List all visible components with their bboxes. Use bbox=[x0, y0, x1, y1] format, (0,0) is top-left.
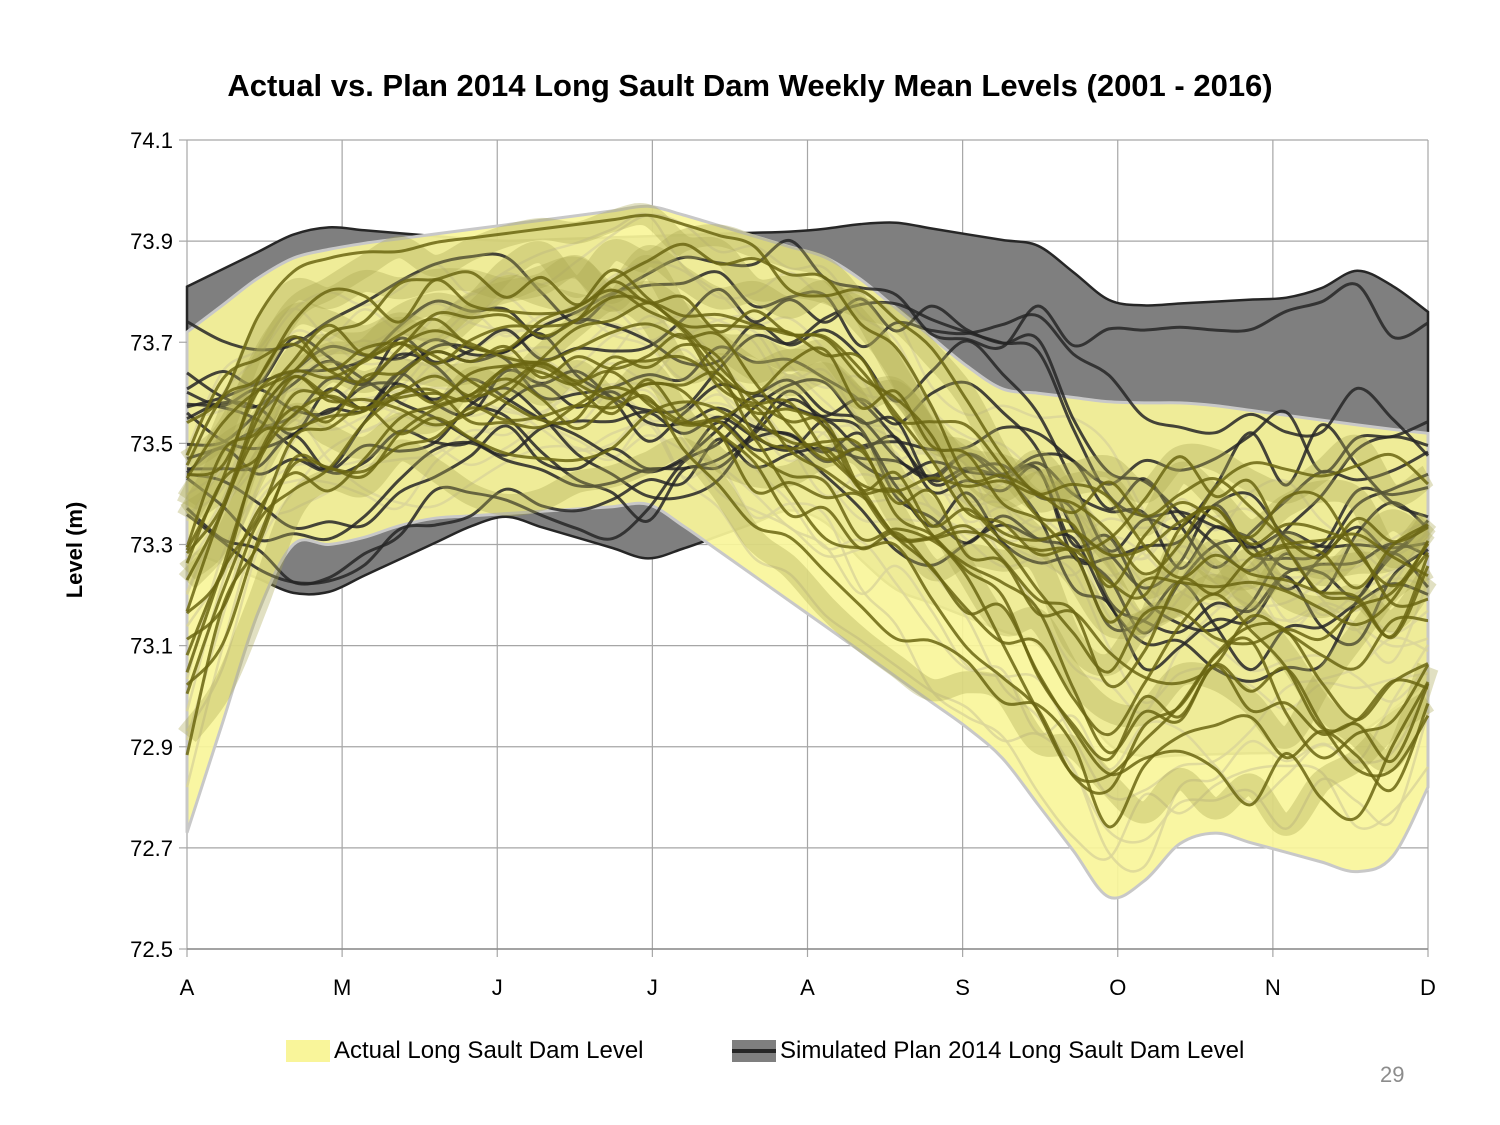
plan-trace bbox=[185, 378, 1429, 647]
plan-trace bbox=[186, 359, 1429, 566]
legend-label-actual: Actual Long Sault Dam Level bbox=[334, 1037, 644, 1064]
actual-series-line bbox=[185, 362, 1430, 821]
y-axis-title: Level (m) bbox=[62, 502, 87, 599]
x-tick-label: N bbox=[1265, 975, 1281, 1000]
y-tick-label: 72.7 bbox=[130, 836, 173, 861]
y-tick-label: 73.5 bbox=[130, 431, 173, 456]
overlap-band bbox=[177, 224, 1435, 509]
overlap-band bbox=[178, 437, 1435, 836]
y-tick-label: 73.1 bbox=[130, 634, 173, 659]
x-tick-label: D bbox=[1420, 975, 1436, 1000]
actual-series-line bbox=[185, 335, 1430, 627]
legend-item-actual: Actual Long Sault Dam Level bbox=[286, 1034, 644, 1068]
axis-layer: 72.5 72.7 72.9 73.1 73.3 73.5 73.7 73.9 74.1 A M J J… bbox=[130, 128, 1436, 1000]
actual-series-line bbox=[185, 370, 1430, 778]
plan-trace bbox=[186, 377, 1429, 590]
actual-series-line bbox=[185, 400, 1430, 795]
actual-series-line bbox=[185, 332, 1429, 689]
actual-trace bbox=[185, 384, 1430, 844]
overlap-band bbox=[180, 202, 1437, 568]
y-tick-label: 73.3 bbox=[130, 533, 173, 558]
y-tick-label: 73.9 bbox=[130, 229, 173, 254]
overlap-band bbox=[177, 245, 1437, 633]
y-tick-label: 73.7 bbox=[130, 330, 173, 355]
x-tick-label: J bbox=[647, 975, 658, 1000]
overlap-band bbox=[180, 274, 1437, 640]
legend-swatch-plan bbox=[732, 1038, 776, 1064]
actual-series-line bbox=[185, 394, 1430, 829]
plan-trace bbox=[186, 299, 1429, 553]
actual-series-line bbox=[185, 301, 1429, 608]
actual-series-line bbox=[186, 213, 1429, 576]
plan-trace bbox=[186, 270, 1430, 457]
actual-series-line bbox=[185, 294, 1430, 639]
plan-trace bbox=[186, 238, 1429, 352]
actual-series-line bbox=[186, 361, 1429, 783]
x-tick-label: O bbox=[1109, 975, 1126, 1000]
legend-item-plan: Simulated Plan 2014 Long Sault Dam Level bbox=[732, 1034, 1244, 1068]
x-tick-label: A bbox=[180, 975, 195, 1000]
legend-swatch-actual bbox=[286, 1038, 330, 1064]
actual-series-line bbox=[185, 242, 1429, 560]
chart-title: Actual vs. Plan 2014 Long Sault Dam Week… bbox=[227, 68, 1273, 103]
legend-label-plan: Simulated Plan 2014 Long Sault Dam Level bbox=[780, 1037, 1245, 1064]
overlap-band bbox=[177, 255, 1436, 635]
x-tick-label: J bbox=[492, 975, 503, 1000]
actual-series-line bbox=[185, 385, 1430, 763]
legend: Actual Long Sault Dam Level Simulated Pl… bbox=[0, 1034, 1500, 1068]
x-tick-label: A bbox=[800, 975, 815, 1000]
y-tick-label: 72.9 bbox=[130, 735, 173, 760]
y-tick-label: 72.5 bbox=[130, 937, 173, 962]
line-layer bbox=[177, 202, 1439, 873]
actual-trace bbox=[185, 213, 1429, 573]
plan-trace bbox=[186, 342, 1429, 569]
actual-trace bbox=[185, 415, 1430, 873]
page-number: 29 bbox=[1380, 1062, 1405, 1087]
x-tick-label: M bbox=[333, 975, 351, 1000]
y-tick-label: 74.1 bbox=[130, 128, 173, 153]
plan-trace bbox=[186, 398, 1429, 672]
plan-trace bbox=[186, 437, 1430, 672]
x-tick-label: S bbox=[955, 975, 970, 1000]
